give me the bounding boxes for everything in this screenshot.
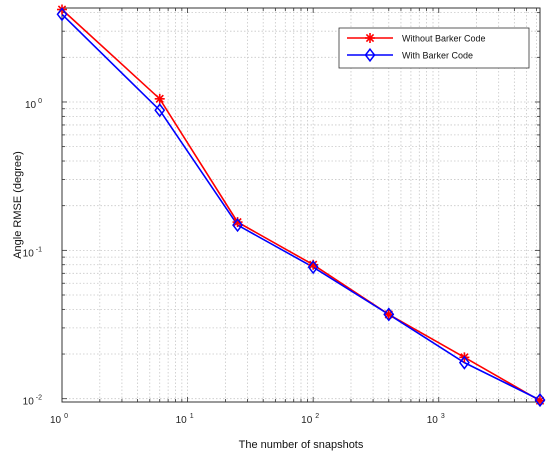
with-barker-data-point: [232, 217, 244, 233]
tick-layer: 10 0 10 1 10 2 10 3 10 -2 10 -1 10 0: [23, 8, 540, 426]
legend-label: Without Barker Code: [402, 34, 486, 44]
without-barker-data-point: [154, 93, 165, 104]
x-tick-label: 10 1: [176, 413, 194, 426]
x-tick-label: 10 2: [301, 413, 319, 426]
without-barker-data-point: [383, 309, 394, 320]
y-tick-label: 10 0: [25, 98, 42, 111]
legend: Without Barker Code With Barker Code: [338, 27, 530, 69]
with-barker-data-point: [56, 7, 68, 22]
legend-label: With Barker Code: [402, 51, 473, 61]
x-axis-label: The number of snapshots: [239, 439, 364, 451]
with-barker-data-point: [383, 307, 395, 322]
y-tick-label: 10 -1: [23, 246, 42, 259]
with-barker-data-point: [307, 260, 319, 275]
with-barker-data-point: [458, 355, 470, 370]
with-barker-data-point: [154, 103, 166, 118]
x-tick-label: 10 3: [427, 413, 445, 426]
legend-marker: [364, 47, 376, 63]
y-tick-label: 10 -2: [23, 395, 42, 408]
with-barker-data-point: [534, 392, 546, 408]
series-layer: [56, 4, 546, 408]
y-axis-label: Angle RMSE (degree): [12, 151, 24, 259]
x-tick-label: 10 0: [50, 413, 68, 426]
legend-marker: [365, 33, 375, 43]
